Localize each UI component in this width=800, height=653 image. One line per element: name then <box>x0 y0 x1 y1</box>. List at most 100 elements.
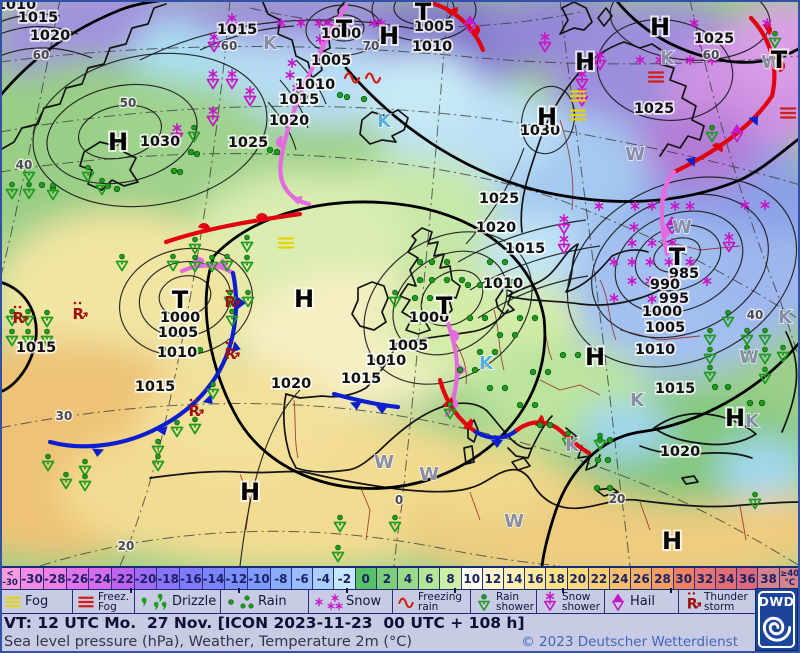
snow-symbol <box>670 201 680 211</box>
rain-symbol <box>476 281 484 289</box>
legend-item-rain: Rain <box>220 590 308 613</box>
scale-cell: -22 <box>110 568 134 589</box>
isobar-label: 1010 <box>412 39 452 55</box>
rain-shower-symbol <box>776 344 790 363</box>
isobar-label: 1020 <box>269 113 309 129</box>
rain-symbol <box>301 93 309 101</box>
rain-symbol <box>746 399 754 407</box>
snow-symbol <box>647 238 657 248</box>
scale-tick <box>670 588 673 593</box>
isobar-label: 1005 <box>645 320 685 336</box>
rain-shower-symbol <box>21 308 35 327</box>
legend-label: Freez. Fog <box>98 590 130 613</box>
freezing-fog-symbol <box>779 107 797 119</box>
rain-shower-symbol <box>241 289 255 308</box>
rain-symbol <box>496 331 504 339</box>
isobar-label: 1020 <box>476 220 516 236</box>
drizzle-symbol <box>161 601 167 610</box>
rain-shower-symbol <box>758 327 772 346</box>
airmass-label: K <box>479 353 494 374</box>
pressure-center-high: H <box>240 478 260 506</box>
legend-item-drizzle: Drizzle <box>134 590 220 613</box>
scale-tick <box>454 588 457 593</box>
svg-text:R: R <box>13 309 25 327</box>
pressure-center-high: H <box>108 128 128 156</box>
snow-symbol <box>635 55 645 65</box>
isobar-label: 1015 <box>135 379 175 395</box>
isobar-label: 1000 <box>642 304 682 320</box>
scale-cell: -14 <box>201 568 225 589</box>
rain-symbol <box>606 484 614 492</box>
svg-text:R: R <box>225 345 237 363</box>
rain-shower-symbol <box>41 453 55 472</box>
isobar-label: 1010 <box>295 77 335 93</box>
rain-symbol <box>606 436 614 444</box>
fog-symbol <box>569 90 587 102</box>
isobar-label: 1025 <box>228 135 268 151</box>
rain-shower-symbol <box>220 253 234 272</box>
rain-symbol <box>491 348 499 356</box>
rain-symbol <box>273 148 281 156</box>
isobar-label: 985 <box>669 266 699 282</box>
rain-shower-symbol <box>46 182 60 201</box>
validity-time-text: VT: 12 UTC Mo. 27 Nov. [ICON 2023-11-23 … <box>4 614 525 632</box>
rain-symbol <box>758 399 766 407</box>
rain-shower-symbol <box>240 254 254 273</box>
snow-symbol <box>331 593 339 602</box>
snow-symbol <box>667 238 677 248</box>
rain-symbol <box>343 93 351 101</box>
snow-symbol <box>276 18 286 28</box>
snow-symbol <box>376 18 386 28</box>
airmass-label: K <box>745 411 760 432</box>
isobar-label: 1030 <box>520 123 560 139</box>
rain-icon <box>228 594 254 609</box>
pressure-center-low: T <box>669 243 686 271</box>
drizzle-symbol <box>141 597 147 607</box>
isobar-label: 1010 <box>366 353 406 369</box>
graticule-label: 20 <box>118 539 135 553</box>
legend-item-hail: Hail <box>604 590 678 613</box>
rain-symbol <box>464 281 472 289</box>
rain-symbol <box>593 484 601 492</box>
rain-shower-symbol <box>40 328 54 347</box>
rain-symbol <box>336 91 344 99</box>
rain-symbol <box>486 258 494 266</box>
scale-tick <box>237 588 240 593</box>
rain-symbol <box>476 348 484 356</box>
fog-symbol <box>277 237 295 249</box>
airmass-label: K <box>778 307 793 328</box>
airmass-label: K <box>630 390 645 411</box>
freezing-rain-symbol <box>343 72 361 84</box>
rain-shower-symbol <box>188 236 202 255</box>
rain-symbol <box>176 168 184 176</box>
isobar-label: 1020 <box>30 28 70 44</box>
rain-symbol <box>493 278 501 286</box>
scale-cell: < -30 <box>0 568 21 589</box>
snow-symbol <box>685 55 695 65</box>
rain-shower-symbol <box>443 401 457 420</box>
isobar-label: 1025 <box>634 101 674 117</box>
hail-symbol <box>463 15 477 34</box>
snow-shower-symbol <box>225 69 239 90</box>
snow-shower-symbol <box>170 123 184 144</box>
isobar-label: 990 <box>650 277 680 293</box>
legend-item-fog: Fog <box>0 590 72 613</box>
snow-symbol <box>630 201 640 211</box>
snow-symbol <box>627 257 637 267</box>
scale-cell: -10 <box>247 568 270 589</box>
rain-shower-symbol <box>187 124 201 143</box>
rain-shower-symbol <box>21 328 35 347</box>
graticule-label: 40 <box>16 158 33 172</box>
rain-shower-symbol <box>95 177 109 196</box>
warm-front <box>425 0 486 53</box>
cold-front <box>473 427 520 448</box>
graticule-label: 60 <box>221 39 238 53</box>
rain-symbol <box>38 181 46 189</box>
rain-shower-symbol <box>768 30 782 49</box>
pressure-center-high: H <box>662 527 682 555</box>
svg-text:R: R <box>73 305 85 323</box>
scale-cell: -4 <box>312 568 334 589</box>
rain-shower-symbol <box>477 593 491 611</box>
snow-symbol <box>287 58 297 68</box>
rain-symbol <box>159 345 167 353</box>
